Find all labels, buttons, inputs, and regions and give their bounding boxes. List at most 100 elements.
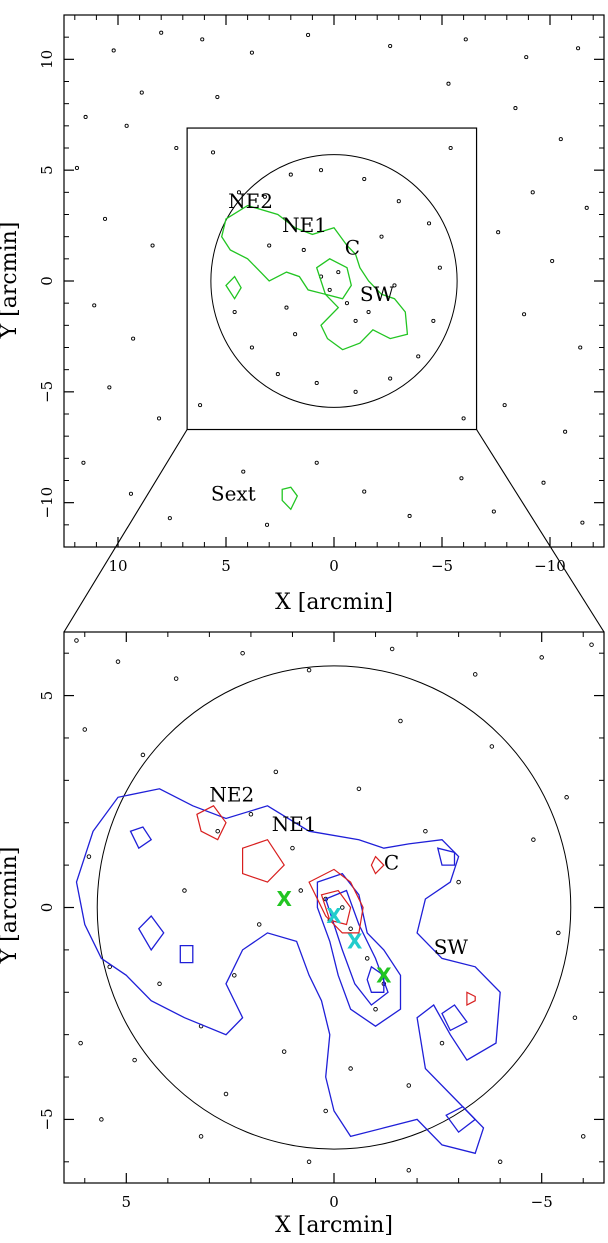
- bottom-x-axis-title: X [arcmin]: [275, 1213, 393, 1238]
- top-galaxy-point: [392, 283, 397, 288]
- bottom-galaxy-point: [564, 795, 569, 800]
- bottom-galaxy-point: [348, 1066, 353, 1071]
- bottom-galaxy-point: [232, 973, 237, 978]
- top-galaxy-point: [524, 55, 529, 60]
- bottom-blue-contour: [316, 872, 402, 1027]
- top-zoom-box: [186, 127, 478, 431]
- bottom-blue-contour: [137, 914, 165, 952]
- bottom-red-contour: [242, 838, 285, 883]
- bottom-galaxy-point: [248, 812, 254, 817]
- top-galaxy-point: [232, 309, 237, 315]
- bottom-y-tick-label: 0: [38, 903, 56, 913]
- top-galaxy-point: [198, 403, 203, 408]
- bottom-x-tick-label: 0: [329, 1193, 339, 1211]
- top-galaxy-point: [327, 287, 332, 292]
- bottom-galaxy-point: [556, 930, 561, 936]
- top-galaxy-point: [200, 37, 205, 42]
- top-y-tick-label: 5: [38, 165, 56, 175]
- top-galaxy-point: [502, 403, 507, 408]
- top-y-tick-label: 10: [38, 50, 56, 69]
- top-galaxy-point: [353, 318, 358, 323]
- bottom-galaxy-point: [572, 1015, 578, 1020]
- bottom-y-axis-title: Y [arcmin]: [0, 847, 22, 965]
- top-green-contour: [315, 258, 352, 300]
- top-galaxy-point: [156, 416, 162, 421]
- top-galaxy-point: [249, 345, 254, 350]
- top-y-axis-title: Y [arcmin]: [0, 222, 22, 340]
- bottom-galaxy-point: [306, 667, 312, 673]
- top-galaxy-point: [314, 380, 319, 386]
- top-galaxy-point: [580, 520, 585, 525]
- top-galaxy-point: [550, 258, 555, 264]
- top-galaxy-point: [288, 172, 293, 177]
- bottom-galaxy-point: [356, 786, 362, 792]
- bottom-galaxy-point: [173, 676, 179, 681]
- top-galaxy-point: [314, 460, 319, 465]
- green-peak-marker: X: [376, 963, 392, 987]
- top-galaxy-point: [111, 48, 116, 53]
- bottom-blue-contour: [366, 965, 385, 993]
- bottom-galaxy-point: [323, 1108, 328, 1114]
- bottom-blue-contour: [324, 889, 389, 1006]
- top-galaxy-point: [236, 190, 242, 195]
- bottom-y-tick-label: −5: [38, 1108, 56, 1130]
- bottom-galaxy-point: [298, 888, 304, 893]
- bottom-galaxy-point: [107, 964, 112, 970]
- bottom-galaxy-point: [348, 926, 353, 931]
- top-galaxy-point: [388, 376, 393, 381]
- top-galaxy-point: [284, 305, 289, 310]
- top-galaxy-point: [491, 509, 496, 514]
- bottom-galaxy-point: [472, 672, 478, 677]
- top-region-label: C: [345, 235, 360, 259]
- bottom-galaxy-point: [373, 1006, 378, 1012]
- bottom-galaxy-point: [389, 646, 395, 652]
- cyan-peak-marker: X: [326, 904, 342, 928]
- top-galaxy-point: [459, 476, 464, 481]
- top-galaxy-point: [306, 32, 311, 38]
- top-galaxy-point: [336, 270, 341, 275]
- bottom-x-tick-label: −5: [531, 1193, 553, 1211]
- top-y-tick-label: −10: [38, 487, 56, 519]
- top-galaxy-point: [131, 336, 136, 341]
- bottom-red-contour: [196, 805, 227, 841]
- top-region-label: NE1: [282, 213, 327, 237]
- bottom-galaxy-point: [157, 981, 162, 987]
- top-galaxy-point: [463, 37, 468, 42]
- top-galaxy-point: [264, 522, 270, 527]
- top-galaxy-point: [407, 513, 412, 519]
- top-galaxy-point: [275, 372, 280, 377]
- top-galaxy-point: [416, 354, 421, 359]
- top-galaxy-point: [496, 230, 501, 235]
- top-x-tick-label: 0: [329, 557, 339, 575]
- top-galaxy-point: [576, 46, 581, 51]
- top-galaxy-point: [558, 137, 563, 142]
- bottom-red-contour: [308, 868, 364, 934]
- bottom-galaxy-point: [78, 1040, 83, 1046]
- bottom-galaxy-point: [215, 828, 220, 834]
- top-panel: NE2 NE1 CSW Sext 10 5 0 −5 −10 10 5 0 −5 −10 X [arc…: [0, 14, 605, 615]
- bottom-galaxy-point: [99, 1117, 104, 1122]
- top-x-axis-title: X [arcmin]: [275, 590, 393, 615]
- top-y-tick-label: −5: [38, 381, 56, 403]
- top-galaxy-point: [249, 50, 254, 55]
- bottom-blue-contour: [445, 1105, 477, 1134]
- top-region-label: Sext: [211, 481, 256, 505]
- bottom-galaxy-point: [223, 1091, 229, 1097]
- bottom-galaxy-point: [398, 718, 403, 724]
- bottom-red-contour: [320, 889, 352, 926]
- top-galaxy-point: [530, 190, 535, 195]
- top-galaxy-point: [563, 429, 568, 434]
- bottom-galaxy-point: [580, 1134, 586, 1139]
- bottom-galaxy-point: [82, 727, 88, 732]
- top-galaxy-point: [210, 150, 216, 155]
- bottom-blue-contour: [436, 847, 456, 866]
- bottom-red-contour: [466, 991, 476, 1006]
- top-galaxy-point: [396, 199, 401, 204]
- bottom-galaxy-point: [273, 769, 279, 775]
- top-green-contour: [225, 275, 242, 300]
- bottom-x-tick-label: 5: [122, 1193, 132, 1211]
- connector-line-right: [476, 429, 605, 633]
- top-galaxy-point: [124, 123, 129, 128]
- top-galaxy-point: [92, 303, 97, 308]
